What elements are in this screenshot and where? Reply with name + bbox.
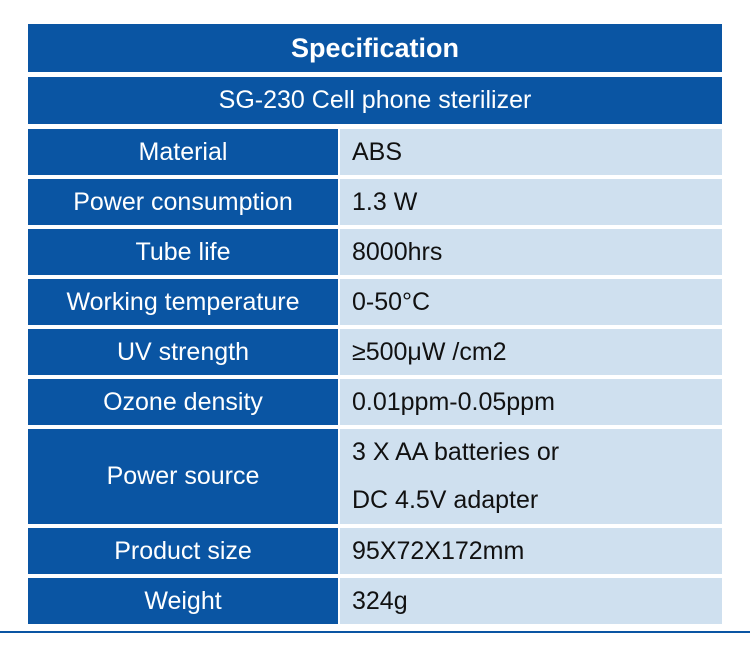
value-line: ABS <box>352 137 403 166</box>
spec-value: 8000hrs <box>340 229 722 275</box>
bottom-rule <box>0 631 750 633</box>
value-line: ≥500μW /cm2 <box>352 337 507 366</box>
spec-label: Material <box>28 129 338 175</box>
value-line: 95X72X172mm <box>352 536 525 565</box>
spec-value: 0.01ppm-0.05ppm <box>340 379 722 425</box>
spec-value: ABS <box>340 129 722 175</box>
spec-value: 95X72X172mm <box>340 528 722 574</box>
spec-label: UV strength <box>28 329 338 375</box>
value-line: 3 X AA batteries or <box>352 438 560 467</box>
value-line: DC 4.5V adapter <box>352 485 539 514</box>
spec-value: ≥500μW /cm2 <box>340 329 722 375</box>
value-line: 324g <box>352 586 408 615</box>
spec-label: Working temperature <box>28 279 338 325</box>
spec-label: Tube life <box>28 229 338 275</box>
value-line: 0-50°C <box>352 287 431 316</box>
value-line: 1.3 W <box>352 187 418 216</box>
subtitle: SG-230 Cell phone sterilizer <box>28 77 722 124</box>
value-line: 8000hrs <box>352 237 443 266</box>
value-line: 0.01ppm-0.05ppm <box>352 387 555 416</box>
spec-label: Power consumption <box>28 179 338 225</box>
spec-value: 3 X AA batteries or DC 4.5V adapter <box>340 429 722 524</box>
spec-value: 1.3 W <box>340 179 722 225</box>
spec-value: 0-50°C <box>340 279 722 325</box>
spec-label: Power source <box>28 429 338 524</box>
spec-label: Product size <box>28 528 338 574</box>
spec-value: 324g <box>340 578 722 624</box>
title: Specification <box>28 24 722 72</box>
spec-label: Weight <box>28 578 338 624</box>
spec-label: Ozone density <box>28 379 338 425</box>
